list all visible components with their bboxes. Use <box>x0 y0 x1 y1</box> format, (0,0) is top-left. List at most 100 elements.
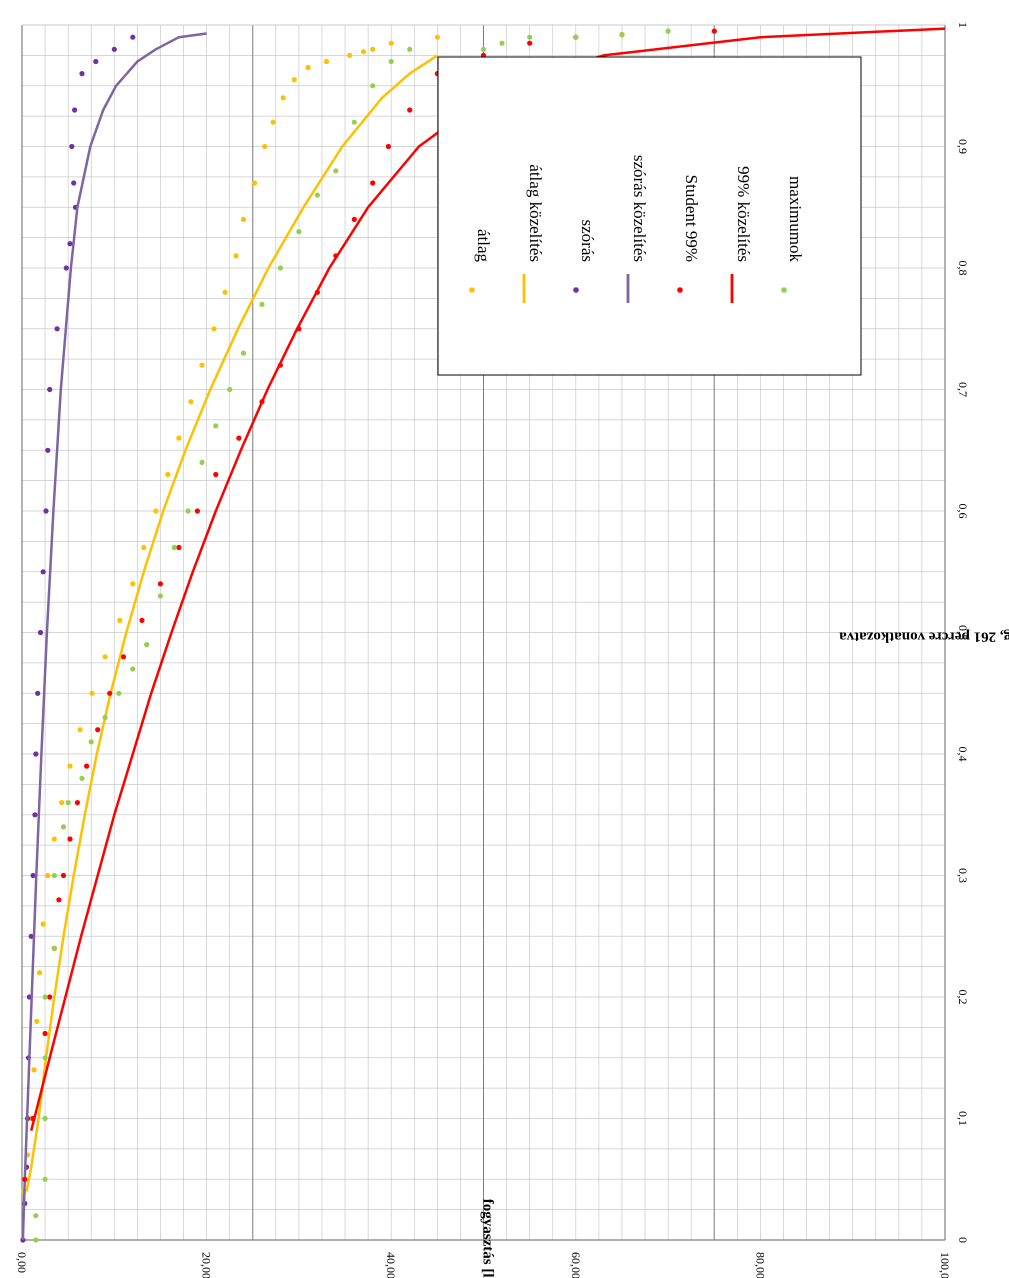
legend-label-student-99-: Student 99% <box>682 175 701 262</box>
point-sz-r-s <box>71 180 77 186</box>
point-sz-r-s <box>54 326 60 332</box>
point-sz-r-s <box>37 629 44 636</box>
point-maximumok <box>480 46 487 52</box>
point-maximumok <box>227 386 233 393</box>
point--tlag <box>77 727 83 733</box>
point--tlag <box>36 970 43 976</box>
x-tick-label: 0,2 <box>956 990 970 1005</box>
legend-label-sz-r-s: szórás <box>578 220 597 262</box>
point-maximumok <box>130 666 136 672</box>
point-student-99- <box>527 40 533 46</box>
point-maximumok <box>240 350 247 356</box>
legend-label--tlag: átlag <box>474 229 493 263</box>
point-sz-r-s <box>33 751 39 757</box>
point-student-99- <box>711 28 717 34</box>
point--tlag <box>211 326 217 332</box>
point-sz-r-s <box>79 71 85 77</box>
x-tick-label: 0,6 <box>956 504 970 519</box>
point-sz-r-s <box>130 34 136 40</box>
legend-label-sz-r-s-k-zel-t-s: szórás közelítés <box>630 155 649 262</box>
point--tlag <box>347 52 353 59</box>
point-student-99- <box>407 107 413 113</box>
legend-key-maximumok <box>781 287 787 293</box>
series-line-sz-r-s-k-zel-t-s <box>21 32 207 1241</box>
point-maximumok <box>171 544 177 551</box>
point--tlag <box>153 508 159 514</box>
point-sz-r-s <box>93 58 99 65</box>
point-student-99- <box>213 471 219 478</box>
point-student-99- <box>47 994 53 1000</box>
x-tick-label: 0,9 <box>956 139 970 154</box>
x-tick-label: 0,7 <box>956 382 970 397</box>
point-maximumok <box>351 119 357 125</box>
point-student-99- <box>95 727 101 733</box>
point-maximumok <box>79 775 85 781</box>
point-sz-r-s <box>40 569 46 575</box>
point-sz-r-s <box>45 447 51 453</box>
legend-box <box>437 56 862 376</box>
x-tick-label: 0,8 <box>956 261 970 276</box>
point-sz-r-s <box>63 265 69 271</box>
point-maximumok <box>199 459 205 465</box>
x-axis-title: relatív gyakoriság, 261 percre vonatkoza… <box>839 629 1009 645</box>
x-tick-label: 0,1 <box>956 1111 970 1126</box>
point-student-99- <box>67 836 73 842</box>
point-maximumok <box>527 34 533 40</box>
point--tlag <box>34 1018 40 1024</box>
point-maximumok <box>333 168 339 174</box>
point--tlag <box>324 58 330 65</box>
point-student-99- <box>385 143 391 150</box>
point--tlag <box>130 581 136 587</box>
point--tlag <box>280 95 286 101</box>
point-maximumok <box>499 40 505 46</box>
x-tick-label: 1 <box>956 22 970 28</box>
point-student-99- <box>194 508 200 514</box>
point-maximumok <box>277 265 283 271</box>
point-maximumok <box>370 83 376 89</box>
point-sz-r-s <box>67 241 73 247</box>
point-sz-r-s <box>111 46 117 52</box>
point-student-99- <box>370 180 376 186</box>
point-sz-r-s <box>32 812 38 818</box>
x-tick-label: 0,5 <box>956 625 970 640</box>
y-tick-label: 60,00 <box>569 1252 583 1278</box>
point-maximumok <box>60 824 67 830</box>
point--tlag <box>199 362 205 368</box>
series-line--tlag-k-zel-t-s <box>25 54 439 1192</box>
point-maximumok <box>213 423 219 429</box>
point-student-99- <box>107 690 113 696</box>
point-sz-r-s <box>35 690 41 696</box>
point-maximumok <box>42 1115 48 1122</box>
point--tlag <box>45 872 51 879</box>
point--tlag <box>176 435 182 441</box>
point-student-99- <box>139 617 145 624</box>
point-maximumok <box>157 593 163 599</box>
point-maximumok <box>33 1213 39 1219</box>
y-tick-label: 20,00 <box>200 1252 214 1278</box>
y-tick-label: 80,00 <box>753 1252 767 1278</box>
point-maximumok <box>296 229 302 235</box>
point-student-99- <box>84 763 90 769</box>
point-maximumok <box>51 945 57 952</box>
point--tlag <box>240 216 247 222</box>
point-sz-r-s <box>28 933 34 939</box>
point-maximumok <box>116 690 122 696</box>
point--tlag <box>67 763 73 769</box>
x-tick-label: 0,3 <box>956 868 970 883</box>
x-tick-label: 0,4 <box>956 747 970 762</box>
point--tlag <box>434 34 440 40</box>
point--tlag <box>370 46 376 52</box>
legend-key-student-99- <box>677 287 683 293</box>
point--tlag <box>252 180 258 186</box>
point-maximumok <box>388 58 394 65</box>
point-student-99- <box>236 435 242 441</box>
point--tlag <box>89 690 95 696</box>
point--tlag <box>360 49 367 55</box>
point-maximumok <box>42 1055 48 1061</box>
legend-label-maximumok: maximumok <box>786 176 805 262</box>
point--tlag <box>117 617 123 624</box>
point-maximumok <box>42 994 48 1000</box>
point-maximumok <box>144 642 150 648</box>
